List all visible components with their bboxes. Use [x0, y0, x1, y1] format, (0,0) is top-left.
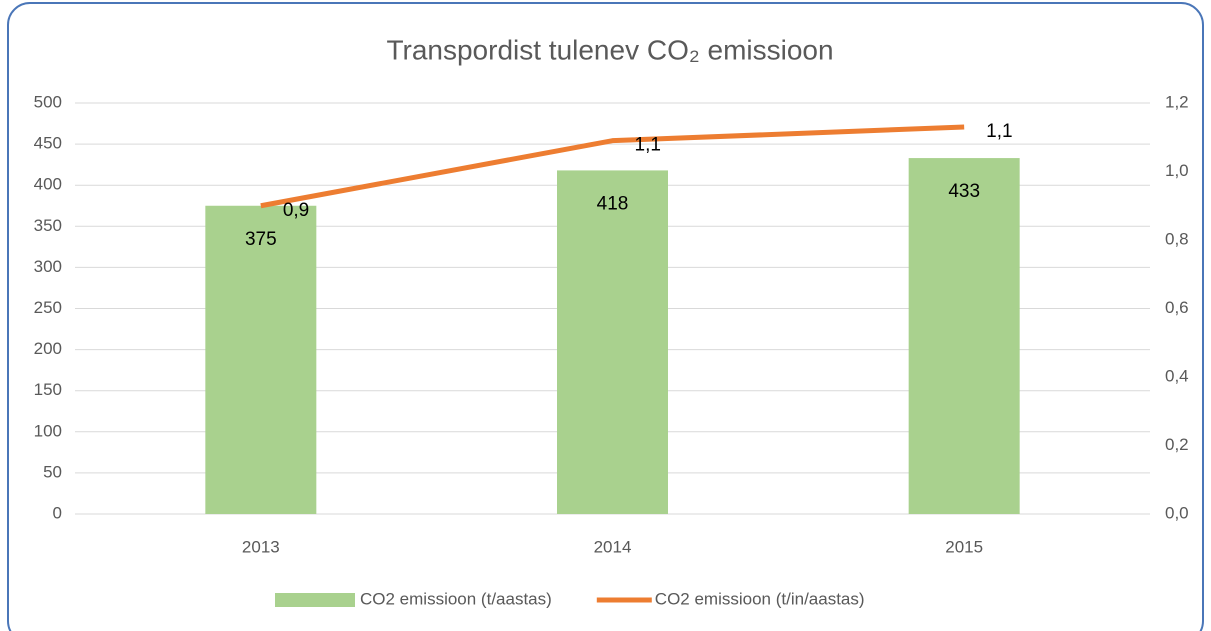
x-tick-label: 2015	[945, 537, 983, 556]
bar-value-label: 433	[948, 181, 980, 202]
y-tick-label: 100	[34, 421, 62, 440]
chart-title: Transpordist tulenev CO₂ emissioon	[386, 34, 833, 65]
y2-tick-label: 1,2	[1165, 92, 1189, 111]
y-tick-label: 450	[34, 134, 62, 153]
bar	[205, 205, 317, 514]
line-value-label: 0,9	[283, 200, 309, 221]
y2-tick-label: 1,0	[1165, 161, 1189, 180]
line-value-label: 1,1	[986, 121, 1012, 142]
y2-tick-label: 0,8	[1165, 229, 1189, 248]
y-tick-label: 300	[34, 257, 62, 276]
x-tick-label: 2014	[594, 537, 632, 556]
y2-tick-label: 0,0	[1165, 503, 1189, 522]
line	[260, 124, 965, 209]
y-tick-label: 400	[34, 175, 62, 194]
legend-label: CO2 emissioon (t/in/aastas)	[655, 589, 865, 608]
y2-tick-label: 0,6	[1165, 298, 1189, 317]
y-tick-label: 200	[34, 339, 62, 358]
legend-swatch	[275, 593, 355, 607]
y-tick-label: 150	[34, 380, 62, 399]
y2-tick-label: 0,2	[1165, 435, 1189, 454]
x-tick-label: 2013	[242, 537, 280, 556]
y-tick-label: 50	[43, 462, 62, 481]
y-tick-label: 0	[53, 503, 62, 522]
y-tick-label: 250	[34, 298, 62, 317]
bar-value-label: 418	[597, 193, 629, 214]
line-value-label: 1,1	[635, 135, 661, 156]
y2-tick-label: 0,4	[1165, 366, 1189, 385]
y-tick-label: 350	[34, 216, 62, 235]
bar-value-label: 375	[245, 229, 277, 250]
legend-label: CO2 emissioon (t/aastas)	[360, 589, 552, 608]
y-tick-label: 500	[34, 92, 62, 111]
bar	[557, 170, 668, 515]
bar	[908, 158, 1020, 514]
